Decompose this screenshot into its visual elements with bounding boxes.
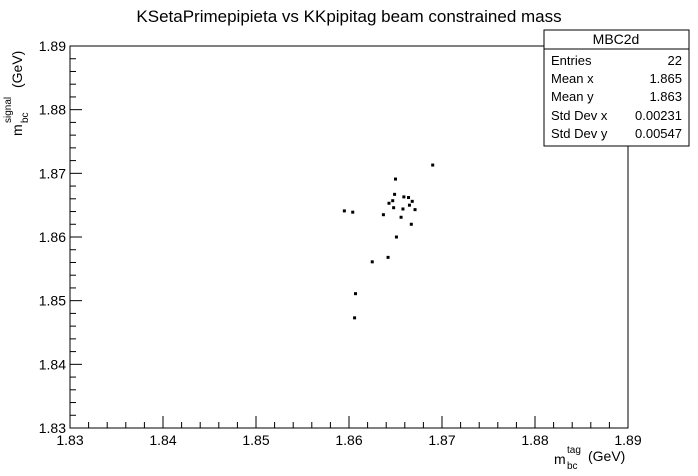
y-axis-label-unit: (GeV) — [9, 51, 25, 88]
y-tick-label: 1.87 — [39, 165, 66, 181]
data-point — [351, 210, 355, 214]
data-point — [370, 260, 374, 264]
stats-label-entries: Entries — [551, 53, 592, 68]
stats-label-mean-y: Mean y — [551, 89, 594, 104]
y-axis-label: m signal bc (GeV) — [3, 51, 31, 136]
data-point — [394, 235, 398, 239]
x-axis-label-main: m — [554, 451, 566, 467]
x-axis-label-sub: bc — [567, 461, 578, 472]
data-point — [431, 163, 435, 167]
x-tick-label: 1.86 — [335, 432, 362, 448]
stats-value-entries: 22 — [668, 53, 682, 68]
data-point — [354, 292, 358, 296]
data-point — [386, 255, 390, 259]
stats-label-mean-x: Mean x — [551, 71, 594, 86]
data-point — [394, 177, 397, 181]
data-points — [342, 163, 435, 320]
data-point — [381, 213, 385, 217]
data-point — [399, 215, 403, 219]
data-point — [391, 199, 395, 203]
chart-title: KSetaPrimepipieta vs KKpipitag beam cons… — [136, 7, 561, 26]
x-axis-ticks — [69, 416, 629, 428]
data-point — [387, 201, 391, 205]
x-tick-label: 1.84 — [149, 432, 176, 448]
x-axis-label-unit: (GeV) — [588, 448, 625, 464]
y-axis-tick-labels: 1.83 1.84 1.85 1.86 1.87 1.88 1.89 — [39, 38, 66, 436]
stats-value-std-x: 0.00231 — [635, 108, 682, 123]
stats-value-mean-x: 1.865 — [649, 71, 682, 86]
y-axis-label-sub: bc — [20, 112, 31, 123]
stats-label-std-y: Std Dev y — [551, 126, 608, 141]
data-point — [410, 199, 414, 203]
x-axis-tick-labels: 1.83 1.84 1.85 1.86 1.87 1.88 1.89 — [56, 432, 641, 448]
y-axis-ticks — [70, 45, 82, 429]
data-point — [407, 203, 411, 207]
x-tick-label: 1.87 — [428, 432, 455, 448]
data-point — [353, 316, 357, 320]
x-tick-label: 1.89 — [614, 432, 641, 448]
stats-box-title: MBC2d — [593, 31, 640, 47]
x-tick-label: 1.83 — [56, 432, 83, 448]
data-point — [402, 195, 406, 199]
data-point — [342, 209, 346, 213]
svg-text:m: m — [9, 124, 25, 136]
svg-text:m: m — [554, 451, 566, 467]
y-tick-label: 1.84 — [39, 356, 66, 372]
data-point — [392, 206, 396, 210]
data-point — [401, 207, 405, 211]
data-point — [413, 208, 417, 212]
y-tick-label: 1.88 — [39, 102, 66, 118]
x-tick-label: 1.85 — [242, 432, 269, 448]
y-tick-label: 1.86 — [39, 229, 66, 245]
data-point — [393, 192, 397, 196]
x-axis-label: m tag bc (GeV) — [554, 445, 625, 472]
stats-label-std-x: Std Dev x — [551, 108, 608, 123]
data-point — [407, 196, 411, 200]
y-axis-label-sup: signal — [3, 97, 14, 123]
y-tick-label: 1.89 — [39, 38, 66, 54]
x-tick-label: 1.88 — [521, 432, 548, 448]
stats-value-std-y: 0.00547 — [635, 126, 682, 141]
x-axis-label-sup: tag — [567, 445, 581, 456]
stats-box: MBC2d Entries 22 Mean x 1.865 Mean y 1.8… — [543, 29, 690, 147]
data-point — [409, 222, 413, 226]
y-tick-label: 1.83 — [39, 420, 66, 436]
y-axis-label-main: m — [9, 124, 25, 136]
y-tick-label: 1.85 — [39, 293, 66, 309]
stats-value-mean-y: 1.863 — [649, 89, 682, 104]
